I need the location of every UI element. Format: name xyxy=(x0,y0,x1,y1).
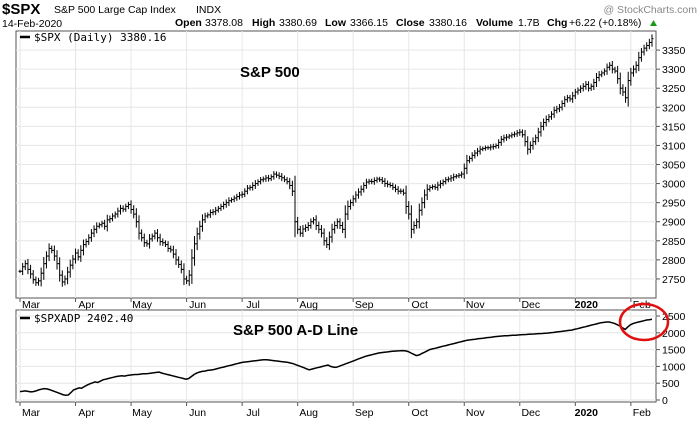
price-y-tick-label: 2800 xyxy=(662,255,686,267)
ad-x-tick-label: Jul xyxy=(246,407,259,419)
price-y-tick-label: 3350 xyxy=(662,45,686,57)
price-x-tick-label: Jun xyxy=(189,299,206,311)
header-date: 14-Feb-2020 xyxy=(2,18,62,30)
low-value: 3366.15 xyxy=(350,17,388,29)
ad-y-tick-label: 1500 xyxy=(662,345,686,357)
price-y-tick-label: 2850 xyxy=(662,236,686,248)
ad-x-tick-label: Sep xyxy=(355,407,374,419)
price-x-tick-label: Jul xyxy=(246,299,259,311)
low-label: Low xyxy=(325,17,347,29)
ad-y-tick-label: 2000 xyxy=(662,328,686,340)
ad-y-tick-label: 0 xyxy=(662,395,668,407)
price-panel-title: S&P 500 xyxy=(240,64,300,81)
ad-x-axis: Mar Apr May Jun Jul Aug Sep Oct Nov Dec 2020 Feb xyxy=(19,402,651,419)
open-value: 3378.08 xyxy=(205,17,243,29)
price-x-tick-label: May xyxy=(132,299,153,311)
price-y-tick-label: 3150 xyxy=(662,121,686,133)
price-x-tick-label: Dec xyxy=(521,299,540,311)
chg-label: Chg xyxy=(547,17,567,29)
ad-x-tick-label: Jun xyxy=(189,407,206,419)
price-x-tick-label: Aug xyxy=(299,299,318,311)
price-y-tick-label: 2900 xyxy=(662,217,686,229)
price-legend: $SPX (Daily) 3380.16 xyxy=(34,31,166,44)
ad-x-tick-label: Mar xyxy=(22,407,41,419)
price-y-tick-label: 2750 xyxy=(662,274,686,286)
header-name: S&P 500 Large Cap Index xyxy=(54,4,177,16)
header-symbol: $SPX xyxy=(2,1,40,18)
chg-value: +6.22 (+0.18%) xyxy=(569,17,641,29)
ad-y-tick-label: 1000 xyxy=(662,361,686,373)
ad-x-tick-label: Aug xyxy=(299,407,318,419)
ad-x-tick-label: Oct xyxy=(412,407,428,419)
price-y-tick-label: 3000 xyxy=(662,179,686,191)
ad-x-tick-label: 2020 xyxy=(575,407,599,419)
up-arrow-icon xyxy=(650,20,657,26)
ad-x-tick-label: Apr xyxy=(78,407,95,419)
price-y-axis: 2750 2800 2850 2900 2950 3000 3050 3100 3150 3200… xyxy=(656,45,686,286)
ad-y-tick-label: 500 xyxy=(662,378,680,390)
price-grid xyxy=(16,31,656,298)
ad-x-tick-label: Feb xyxy=(633,407,651,419)
price-x-tick-label: Mar xyxy=(22,299,41,311)
price-y-tick-label: 3300 xyxy=(662,64,686,76)
open-label: Open xyxy=(175,17,202,29)
ad-x-tick-label: May xyxy=(132,407,153,419)
price-y-tick-label: 3200 xyxy=(662,102,686,114)
close-value: 3380.16 xyxy=(429,17,467,29)
price-x-tick-label: Nov xyxy=(466,299,485,311)
highlight-ellipse xyxy=(618,302,670,342)
ad-legend: $SPXADP 2402.40 xyxy=(34,312,133,325)
watermark: @ StockCharts.com xyxy=(603,4,697,16)
ad-grid xyxy=(16,310,656,402)
ad-panel-frame xyxy=(15,309,657,403)
price-x-axis: Mar Apr May Jun Jul Aug Sep Oct Nov Dec 2020 Feb xyxy=(19,298,651,311)
ad-x-tick-label: Dec xyxy=(521,407,540,419)
volume-label: Volume xyxy=(476,17,513,29)
price-x-tick-label: Sep xyxy=(355,299,374,311)
price-y-tick-label: 3100 xyxy=(662,140,686,152)
price-x-tick-label: Apr xyxy=(78,299,95,311)
price-bars xyxy=(18,34,654,287)
high-value: 3380.69 xyxy=(279,17,317,29)
ad-panel-title: S&P 500 A-D Line xyxy=(233,322,358,339)
price-x-tick-label: Oct xyxy=(412,299,428,311)
price-y-tick-label: 3250 xyxy=(662,83,686,95)
price-x-tick-label: 2020 xyxy=(575,299,599,311)
ad-x-tick-label: Nov xyxy=(466,407,485,419)
ad-line xyxy=(19,318,653,397)
price-y-tick-label: 3050 xyxy=(662,160,686,172)
price-y-tick-label: 2950 xyxy=(662,198,686,210)
close-label: Close xyxy=(396,17,425,29)
volume-value: 1.7B xyxy=(518,17,540,29)
high-label: High xyxy=(252,17,275,29)
header-exchange: INDX xyxy=(196,4,221,16)
